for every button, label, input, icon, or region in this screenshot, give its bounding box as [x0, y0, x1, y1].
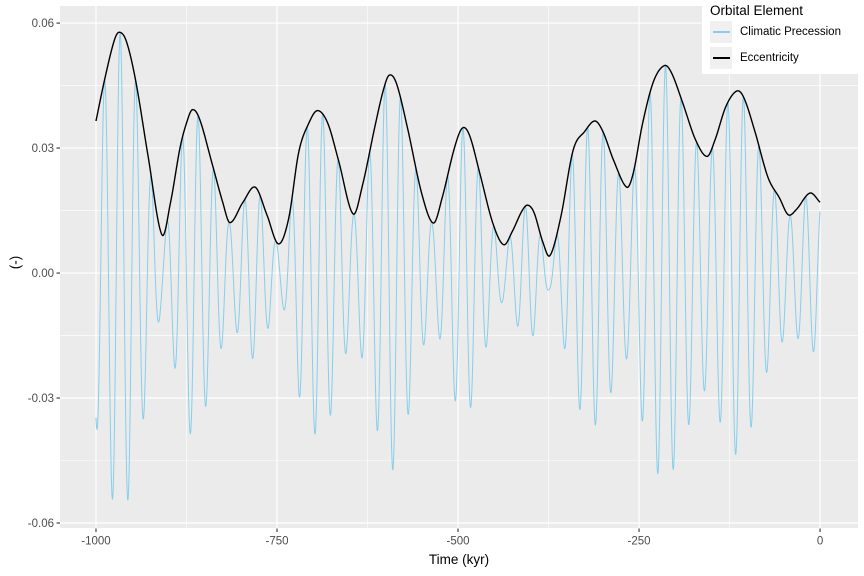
x-tick-label: -500: [447, 536, 470, 548]
legend-label-climatic-precession: Climatic Precession: [740, 26, 841, 38]
y-tick-label: 0.00: [32, 268, 54, 280]
y-tick-label: 0.06: [32, 18, 54, 30]
legend-key-box: [710, 47, 732, 69]
legend: Orbital Element Climatic Precession Ecce…: [702, 0, 864, 74]
legend-key-box: [710, 21, 732, 43]
legend-entry-climatic-precession: Climatic Precession: [710, 21, 864, 43]
series-climatic-precession: [95, 31, 821, 501]
y-tick-label: -0.06: [28, 518, 54, 530]
series-eccentricity: [95, 31, 821, 257]
x-axis-title: Time (kyr): [428, 552, 490, 567]
x-tick-label: -250: [628, 536, 651, 548]
legend-title: Orbital Element: [710, 3, 804, 18]
legend-label-eccentricity: Eccentricity: [740, 52, 799, 64]
precession-line-icon: [712, 31, 730, 33]
eccentricity-line-icon: [712, 57, 730, 59]
y-axis-title: (-): [7, 255, 23, 270]
x-tick-label: -1000: [81, 536, 110, 548]
y-tick-label: -0.03: [28, 393, 54, 405]
x-tick-label: -750: [265, 536, 288, 548]
y-tick-label: 0.03: [32, 143, 54, 155]
x-tick-label: 0: [817, 536, 823, 548]
legend-entry-eccentricity: Eccentricity: [710, 47, 864, 69]
